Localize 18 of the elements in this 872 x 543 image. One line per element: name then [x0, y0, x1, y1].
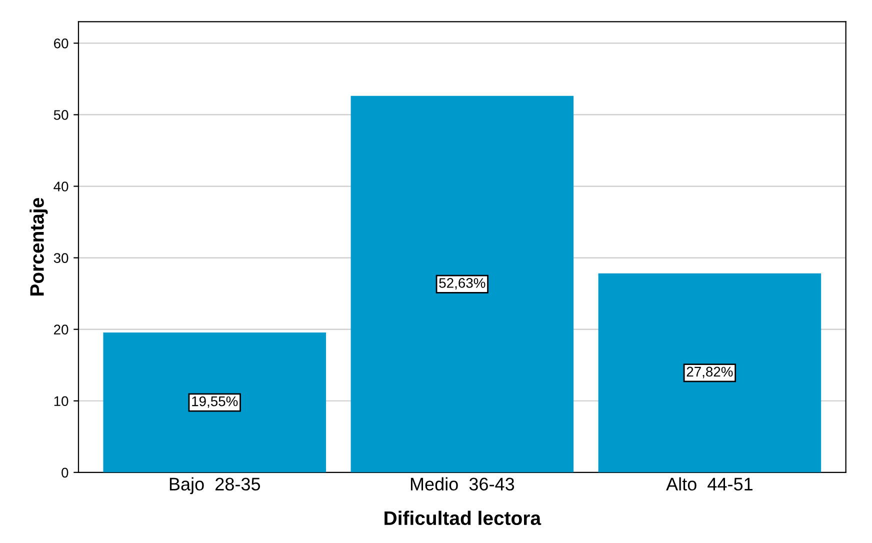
y-tick-label: 10: [54, 396, 68, 406]
y-tick-label: 30: [54, 253, 68, 263]
y-tick-label: 40: [54, 182, 68, 192]
y-tick-label: 20: [54, 324, 68, 335]
bar: [103, 332, 326, 472]
data-label: 19,55%: [192, 396, 238, 408]
y-tick-label: 50: [54, 110, 68, 120]
data-label: 52,63%: [439, 278, 486, 290]
x-tick-label: Medio 36-43: [410, 477, 514, 491]
y-tick-label: 0: [62, 468, 68, 478]
x-tick-label: Bajo 28-35: [170, 477, 260, 494]
y-axis-title: Porcentaje: [30, 198, 48, 296]
bar: [350, 96, 574, 472]
data-label: 27,82%: [686, 366, 733, 378]
x-tick-label: Alto 44-51: [666, 477, 752, 491]
x-axis-title: Dificultad lectora: [384, 510, 542, 526]
bar: [598, 273, 822, 472]
y-tick-label: 60: [54, 38, 68, 48]
